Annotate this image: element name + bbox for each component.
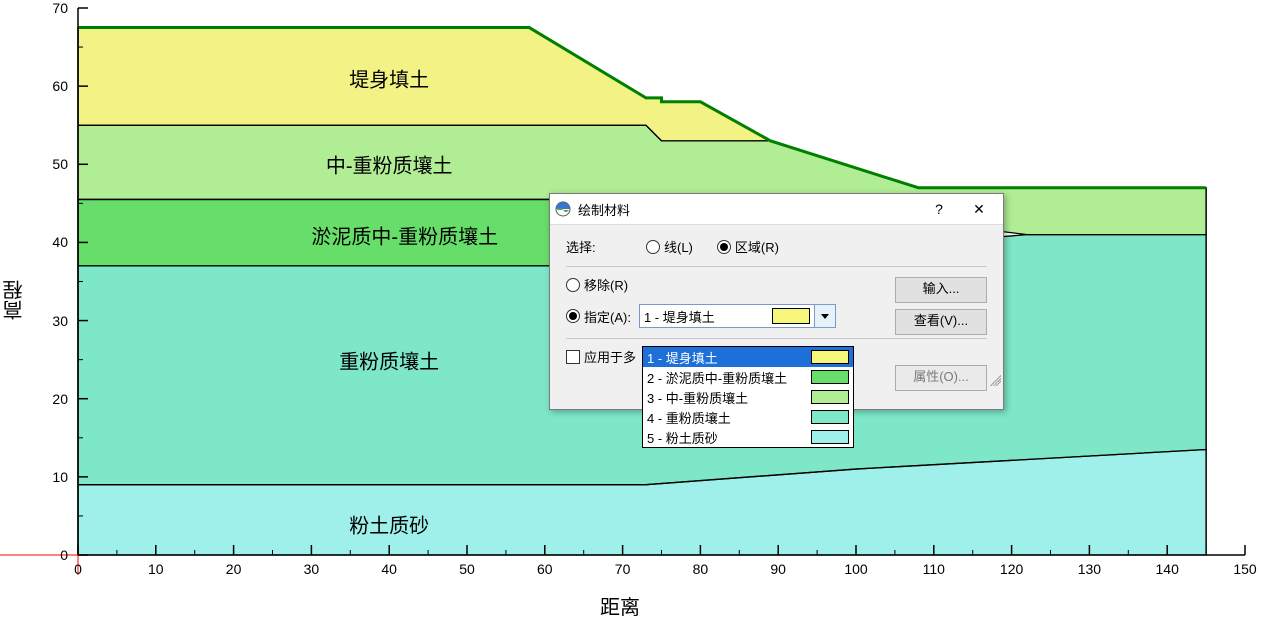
draw-material-dialog[interactable]: 绘制材料 ? ✕ 选择: 线(L) 区域(R) 移除(R) [549,193,1004,410]
material-dropdown-item[interactable]: 5 - 粉土质砂 [643,427,853,447]
y-tick-label: 50 [52,156,68,172]
properties-button[interactable]: 属性(O)... [895,365,987,391]
material-dropdown[interactable]: 1 - 堤身填土2 - 淤泥质中-重粉质壤土3 - 中-重粉质壤土4 - 重粉质… [642,346,854,448]
material-dropdown-item[interactable]: 4 - 重粉质壤土 [643,407,853,427]
radio-line[interactable]: 线(L) [646,237,693,256]
radio-remove-label: 移除(R) [584,275,628,294]
material-dropdown-item-swatch [811,390,849,404]
material-dropdown-item-label: 3 - 中-重粉质壤土 [647,388,811,407]
material-combo[interactable]: 1 - 堤身填土 [639,304,836,328]
radio-remove[interactable]: 移除(R) [566,275,628,294]
region-label: 中-重粉质壤土 [326,150,453,179]
y-tick-label: 40 [52,234,68,250]
region-label: 重粉质壤土 [339,345,439,374]
material-combo-drop[interactable] [814,305,835,327]
x-tick-label: 130 [1078,561,1101,577]
x-tick-label: 60 [537,561,553,577]
material-dropdown-item-label: 2 - 淤泥质中-重粉质壤土 [647,368,811,387]
material-dropdown-item-label: 4 - 重粉质壤土 [647,408,811,427]
y-tick-label: 30 [52,313,68,329]
material-dropdown-item-swatch [811,350,849,364]
x-tick-label: 20 [226,561,242,577]
x-tick-label: 70 [615,561,631,577]
x-tick-label: 140 [1156,561,1179,577]
material-dropdown-item-label: 5 - 粉土质砂 [647,428,811,447]
y-tick-label: 10 [52,469,68,485]
dialog-title: 绘制材料 [578,200,919,219]
material-dropdown-item-swatch [811,410,849,424]
material-combo-swatch [772,308,810,324]
material-dropdown-item[interactable]: 2 - 淤泥质中-重粉质壤土 [643,367,853,387]
apply-multiple-checkbox[interactable]: 应用于多 [566,347,636,366]
y-tick-label: 70 [52,0,68,16]
x-tick-label: 110 [923,561,945,577]
material-combo-text: 1 - 堤身填土 [640,307,768,326]
region-label: 堤身填土 [349,64,429,93]
region-label: 粉土质砂 [349,509,429,538]
material-dropdown-item[interactable]: 1 - 堤身填土 [643,347,853,367]
y-axis-label: 高程 [0,280,30,320]
material-dropdown-item-label: 1 - 堤身填土 [647,348,811,367]
close-button[interactable]: ✕ [959,195,999,223]
x-axis-label: 距离 [600,591,640,620]
material-dropdown-item-swatch [811,370,849,384]
resize-grip[interactable] [987,372,1001,386]
radio-assign-label: 指定(A): [584,307,631,326]
x-tick-label: 10 [148,561,164,577]
x-tick-label: 30 [304,561,320,577]
radio-region[interactable]: 区域(R) [717,237,779,256]
x-tick-label: 50 [459,561,475,577]
select-label: 选择: [566,237,646,256]
app-icon [554,200,572,218]
x-tick-label: 120 [1000,561,1023,577]
radio-line-label: 线(L) [664,237,693,256]
radio-region-label: 区域(R) [735,237,779,256]
help-button[interactable]: ? [919,195,959,223]
material-dropdown-item[interactable]: 3 - 中-重粉质壤土 [643,387,853,407]
view-button[interactable]: 查看(V)... [895,309,987,335]
x-tick-label: 100 [844,561,867,577]
input-button[interactable]: 输入... [895,277,987,303]
x-tick-label: 150 [1233,561,1256,577]
x-tick-label: 80 [693,561,709,577]
y-tick-label: 60 [52,78,68,94]
x-tick-label: 40 [381,561,397,577]
radio-assign[interactable]: 指定(A): [566,307,631,326]
region-label: 淤泥质中-重粉质壤土 [311,220,498,249]
dialog-titlebar[interactable]: 绘制材料 ? ✕ [550,194,1003,225]
material-dropdown-item-swatch [811,430,849,444]
y-tick-label: 20 [52,391,68,407]
x-tick-label: 0 [74,561,82,577]
apply-multiple-label: 应用于多 [584,347,636,366]
y-tick-label: 0 [60,547,68,563]
x-tick-label: 90 [770,561,786,577]
